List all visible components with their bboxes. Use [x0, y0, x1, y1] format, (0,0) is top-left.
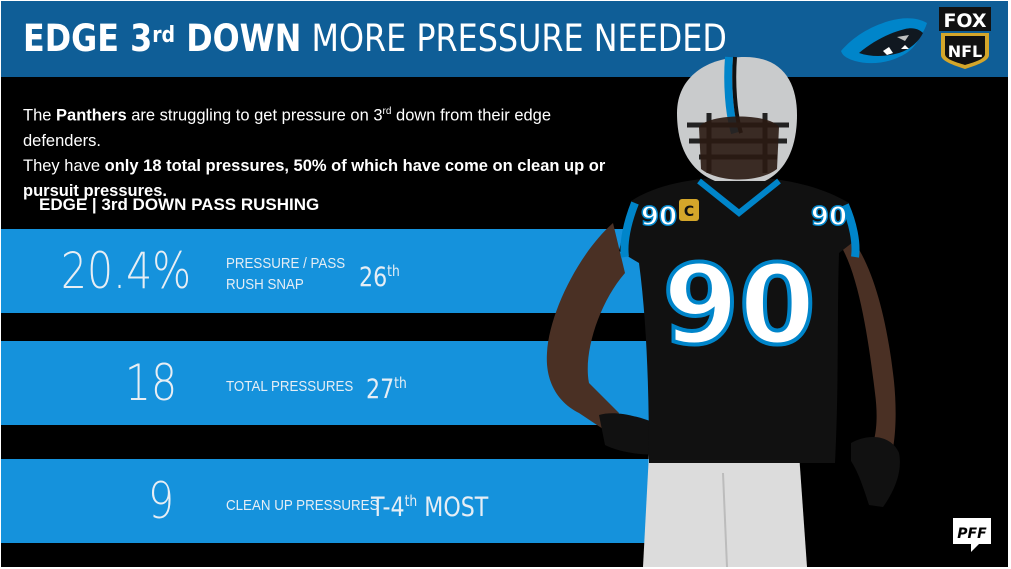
rank-sup: th: [404, 492, 418, 510]
svg-text:90: 90: [811, 202, 847, 232]
stat-label-line: TOTAL PRESSURES: [226, 379, 354, 395]
stat-label-line: RUSH SNAP: [226, 277, 304, 293]
fox-nfl-logo-icon: FOX NFL: [939, 7, 991, 69]
stat-rank: 27th: [366, 341, 407, 432]
title-bold: EDGE 3: [23, 17, 153, 60]
stat-label: CLEAN UP PRESSURES: [226, 496, 378, 517]
intro-sup: rd: [382, 106, 392, 117]
intro-team: Panthers: [56, 106, 127, 125]
title-bold-2: DOWN: [175, 17, 302, 60]
header-bar: EDGE 3rd DOWN MORE PRESSURE NEEDED FOX N…: [1, 1, 1008, 77]
stat-label: PRESSURE / PASS RUSH SNAP: [226, 254, 345, 296]
svg-text:90: 90: [641, 202, 677, 232]
stat-value: 18: [124, 354, 178, 412]
svg-text:NFL: NFL: [948, 42, 983, 61]
stat-rank: 26th: [359, 229, 400, 320]
stat-value: 9: [147, 472, 175, 530]
pff-logo-icon: PFF: [953, 518, 991, 552]
rank-sup: th: [387, 262, 400, 280]
panther-head-icon: [841, 18, 927, 64]
rank-number: 27: [366, 374, 395, 405]
player-photo: 90 90 90 C: [546, 56, 900, 567]
stat-band-clean-up: 9 CLEAN UP PRESSURES T-4th MOST: [1, 459, 651, 543]
rank-sup: th: [394, 374, 407, 392]
stat-rank: T-4th MOST: [371, 459, 488, 550]
rank-suffix: MOST: [417, 492, 489, 523]
svg-text:FOX: FOX: [943, 10, 986, 32]
intro-part: down from their edge defenders.: [23, 106, 552, 150]
stat-band-pressure-rate: 20.4% PRESSURE / PASS RUSH SNAP 26th: [1, 229, 651, 313]
stat-label-line: CLEAN UP PRESSURES: [226, 498, 379, 514]
stat-label-line: PRESSURE / PASS: [226, 256, 346, 272]
captain-patch: C: [684, 204, 694, 220]
jersey-number: 90: [662, 241, 815, 369]
intro-part: The: [23, 106, 57, 125]
pff-text: PFF: [957, 526, 987, 542]
title-sup: rd: [152, 23, 176, 48]
rank-number: 26: [359, 262, 388, 293]
intro-highlight: only 18 total pressures, 50% of which ha…: [23, 156, 606, 200]
stat-label: TOTAL PRESSURES: [226, 377, 353, 398]
stat-value: 20.4%: [60, 242, 192, 300]
stat-band-total-pressures: 18 TOTAL PRESSURES 27th: [1, 341, 651, 425]
page-title: EDGE 3rd DOWN MORE PRESSURE NEEDED: [23, 15, 727, 63]
intro-text: The Panthers are struggling to get press…: [23, 99, 633, 204]
title-light: MORE PRESSURE NEEDED: [311, 17, 727, 60]
rank-number: T-4: [371, 492, 405, 523]
intro-part: They have: [23, 156, 105, 175]
intro-part: are struggling to get pressure on 3: [126, 106, 383, 125]
section-title: EDGE | 3rd DOWN PASS RUSHING: [39, 195, 320, 214]
